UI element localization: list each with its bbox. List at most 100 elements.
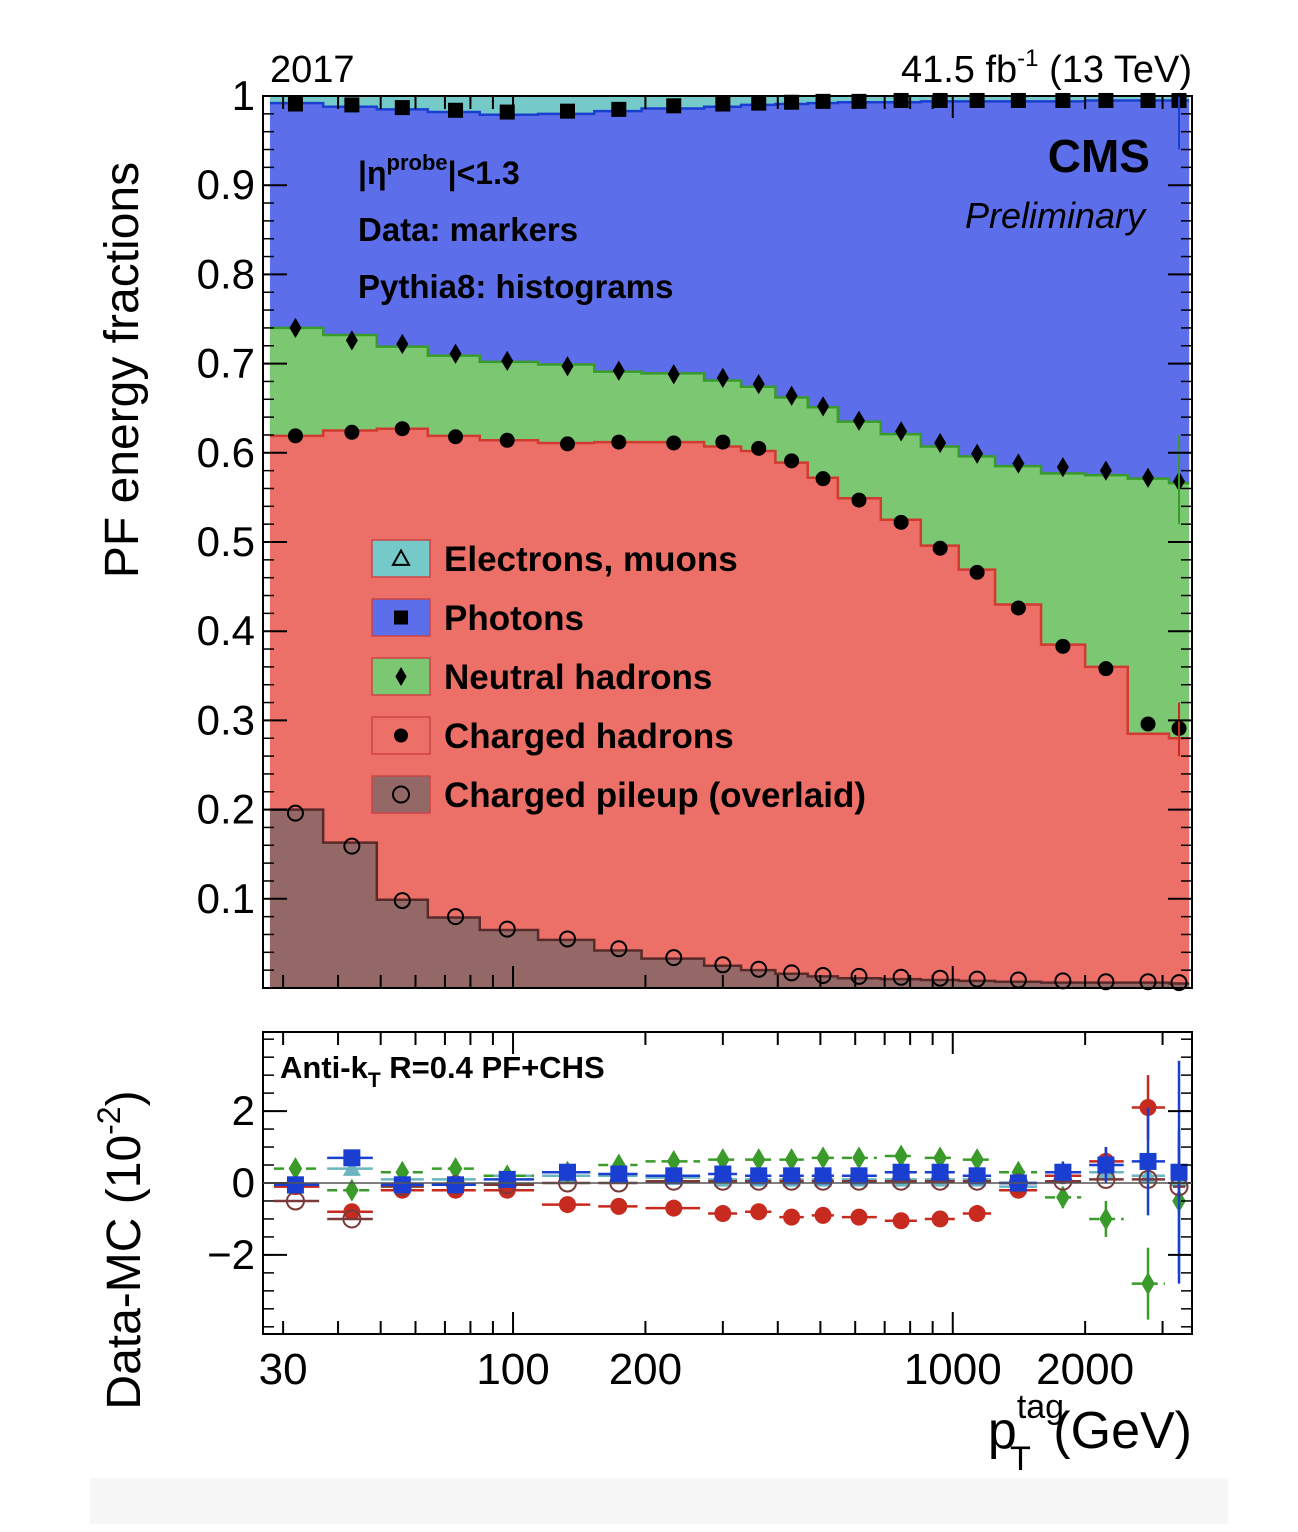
neutral-hadron-point <box>895 421 908 442</box>
neutral-hadron-point <box>1056 456 1069 478</box>
neutral-diff-point <box>666 1149 681 1173</box>
bottom-y-tick-label: 0 <box>232 1159 255 1206</box>
photon-diff-point <box>343 1149 361 1167</box>
charged-hadron-point <box>611 434 627 450</box>
neutral-hadron-point <box>1099 460 1112 481</box>
x-tick-label: 2000 <box>1036 1345 1134 1394</box>
charged-hadron-point <box>815 471 831 487</box>
neutral-hadron-point <box>345 330 358 351</box>
photon-diff-point <box>286 1176 304 1194</box>
charged-hadron-point <box>851 492 867 508</box>
eta-suffix: |<1.3 <box>448 155 520 191</box>
top-y-tick-label: 0.9 <box>197 161 255 208</box>
bottom-ylabel-close: ) <box>98 1090 151 1106</box>
charged-diff-point <box>665 1199 683 1217</box>
neutral-diff-point <box>751 1148 766 1172</box>
charged-diff-point <box>714 1205 732 1223</box>
photon-diff-point <box>783 1167 801 1185</box>
xlabel-unit: (GeV) <box>1039 1402 1192 1460</box>
charged-diff-point <box>343 1203 361 1221</box>
xlabel-subscript: T <box>1010 1440 1031 1478</box>
charged-pileup-point <box>750 960 768 978</box>
legend-label: Electrons, muons <box>444 540 738 579</box>
top-y-axis-title: PF energy fractions <box>96 162 149 578</box>
charged-hadron-point <box>932 540 948 556</box>
eta-cut-label: |ηprobe|<1.3 <box>358 150 520 191</box>
bottom-ylabel-main: Data-MC (10 <box>98 1135 151 1410</box>
charged-diff-point <box>814 1206 832 1224</box>
charged-hadrons-band <box>269 428 1190 988</box>
charged-hadron-point <box>893 514 909 530</box>
photon-diff-point <box>1054 1163 1072 1181</box>
bottom-band <box>90 1478 1228 1524</box>
photon-diff-point <box>931 1163 949 1181</box>
charged-hadron-point <box>1055 638 1071 654</box>
legend-marker <box>391 548 411 566</box>
top-y-tick-label: 0.6 <box>197 429 255 476</box>
eta-prefix: |η <box>358 155 387 191</box>
top-y-tick-label: 0.7 <box>197 340 255 387</box>
charged-hadron-point <box>1140 716 1156 732</box>
photons-band <box>269 100 1190 484</box>
eta-superscript: probe <box>387 150 448 175</box>
photon-diff-point <box>1097 1156 1115 1174</box>
top-y-tick-label: 0.2 <box>197 786 255 833</box>
neutral-hadron-point <box>752 373 765 395</box>
photon-point <box>448 102 464 118</box>
charged-pileup-point <box>892 968 910 986</box>
charged-pileup-point <box>665 949 683 967</box>
lepton-diff-point <box>342 1159 361 1176</box>
charged-hadron-point <box>1098 661 1114 677</box>
charged-hadron-point <box>394 421 410 437</box>
neutral-diff-point <box>1141 1272 1155 1296</box>
neutral-hadron-point <box>396 333 409 355</box>
neutral-diff-point <box>970 1148 984 1172</box>
bottom-panel-frame: −2 0 2 30 100 200 1000 2000 <box>207 1031 1193 1394</box>
charged-pileup-point <box>559 930 577 948</box>
jet-subscript: T <box>368 1069 381 1092</box>
xlabel-base: p <box>988 1402 1017 1460</box>
lumi-value: 41.5 fb <box>901 49 1017 91</box>
charged-pileup-point <box>498 920 516 938</box>
data-note: Data: markers <box>358 211 578 248</box>
photon-diff-point <box>750 1167 768 1185</box>
photon-point <box>287 96 303 112</box>
neutral-hadron-point <box>852 410 865 431</box>
photon-diff-point <box>892 1163 910 1181</box>
photon-diff-point <box>714 1165 732 1183</box>
photon-point <box>815 93 831 109</box>
photon-point <box>611 101 627 117</box>
x-tick-label: 30 <box>259 1345 308 1394</box>
bottom-y-axis-title: Data-MC (10-2) <box>91 1090 151 1409</box>
top-y-tick-label: 0.1 <box>197 875 255 922</box>
charged-pileup-point <box>850 967 868 985</box>
charged-pileup-point <box>1097 973 1115 991</box>
neutral-hadrons-band <box>269 327 1190 739</box>
photon-point <box>666 98 682 114</box>
neutral-hadron-point <box>971 443 984 464</box>
neutral-diff-point <box>448 1157 463 1181</box>
photon-point <box>394 100 410 116</box>
neutral-hadron-point <box>716 367 729 388</box>
neutral-diff-point <box>933 1146 947 1170</box>
neutral-hadron-point <box>501 350 514 372</box>
photon-point <box>344 97 360 113</box>
neutral-hadron-point <box>817 396 830 417</box>
photon-diff-point <box>447 1176 465 1194</box>
neutral-diff-point <box>816 1146 830 1170</box>
legend-swatch <box>371 775 431 814</box>
photon-diff-point <box>559 1163 577 1181</box>
photon-diff-point <box>498 1170 516 1188</box>
experiment-label: CMS <box>1048 130 1150 182</box>
legend-marker <box>394 728 408 743</box>
neutral-diff-point <box>345 1178 359 1202</box>
photon-diff-point <box>665 1167 683 1185</box>
charged-hadron-point <box>560 436 576 452</box>
charged-diff-point <box>892 1212 910 1230</box>
charged-pileup-point <box>1170 974 1188 992</box>
charged-pileup-point <box>343 837 361 855</box>
charged-hadron-point <box>715 434 731 450</box>
photon-point <box>784 94 800 110</box>
charged-hadron-point <box>344 424 360 440</box>
bottom-panel-markers <box>273 1060 1189 1320</box>
